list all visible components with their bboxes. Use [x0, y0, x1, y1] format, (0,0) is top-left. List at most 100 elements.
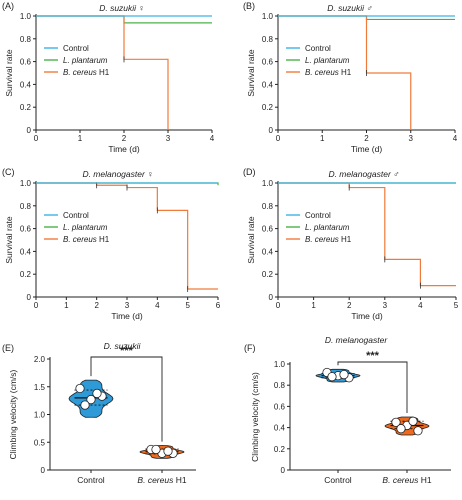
- x-tick-label: 0: [276, 134, 281, 143]
- y-tick-label: 0.6: [20, 58, 32, 67]
- legend-entry: Control: [305, 44, 331, 53]
- survival-curve-cereus: [278, 182, 456, 287]
- y-tick-label: 0.6: [274, 402, 286, 411]
- y-tick-label: 0.8: [262, 202, 274, 211]
- y-tick-label: 0.6: [20, 225, 32, 234]
- panel-label: (B): [243, 1, 255, 11]
- sex-symbol: ♂: [393, 169, 399, 179]
- x-tick-label: Control: [324, 475, 352, 485]
- y-tick-label: 0.8: [274, 381, 286, 390]
- y-tick-label: 0.6: [262, 58, 274, 67]
- panel-title: D. melanogaster ♂: [328, 169, 399, 179]
- x-tick-label: 3: [125, 301, 130, 310]
- x-axis-label: Time (d): [108, 144, 139, 154]
- legend-entry-plain: H1: [339, 235, 352, 244]
- x-tick-label: 5: [185, 301, 190, 310]
- legend-entry-italic: L. plantarum: [63, 56, 108, 65]
- legend-entry: L. plantarum: [63, 56, 108, 65]
- x-tick-label: 4: [210, 134, 215, 143]
- data-point: [86, 394, 96, 405]
- significance-label: ***: [366, 350, 380, 362]
- x-tick-label-plain: H1: [173, 475, 187, 485]
- y-tick-label: 0.4: [274, 424, 286, 433]
- y-tick-label: 1.0: [262, 179, 274, 188]
- significance-bracket: [90, 356, 163, 442]
- legend-entry: B. cereus H1: [63, 68, 110, 77]
- x-tick-label: B. cereus H1: [137, 475, 186, 485]
- data-point: [75, 383, 85, 394]
- significance-label: ***: [120, 345, 134, 357]
- panel-label: (E): [2, 343, 14, 353]
- legend-entry: Control: [63, 211, 89, 220]
- x-axis-label: Time (d): [351, 144, 382, 154]
- legend-entry-plain: Control: [63, 44, 89, 53]
- legend-entry-plain: Control: [305, 44, 331, 53]
- x-tick-label-italic: B. cereus: [382, 475, 419, 485]
- x-tick-label: 2: [122, 134, 127, 143]
- y-tick-label: 1.0: [20, 179, 32, 188]
- panel-label: (C): [2, 167, 15, 177]
- data-point: [391, 417, 401, 427]
- y-axis-label: Climbing velocity (cm/s): [250, 372, 260, 462]
- y-tick-label: 1.0: [262, 12, 274, 21]
- y-tick-label: 1.0: [34, 411, 46, 420]
- legend-entry-plain: H1: [339, 68, 352, 77]
- legend-entry-italic: B. cereus: [63, 68, 97, 77]
- y-tick-label: 1.0: [20, 12, 32, 21]
- data-point: [80, 400, 90, 410]
- y-tick-label: 0: [269, 293, 274, 302]
- data-point: [413, 426, 423, 436]
- y-tick-label: 0: [27, 126, 32, 135]
- y-axis-label: Survival rate: [4, 49, 14, 97]
- x-tick-label: 0: [34, 301, 39, 310]
- legend-entry-italic: B. cereus: [305, 68, 339, 77]
- y-tick-label: 2.0: [34, 355, 46, 364]
- y-tick-label: 0.4: [262, 247, 274, 256]
- survival-panel-3: (C) D. melanogaster ♀ 0 0.2 0.4 0.6 0.8 1.0 0 1 2 3…: [2, 167, 221, 321]
- panel-title-species: D. melanogaster: [328, 169, 393, 179]
- y-tick-label: 0.6: [262, 225, 274, 234]
- x-tick-label: 1: [311, 301, 316, 310]
- data-point: [151, 444, 161, 455]
- y-tick-label: 0.4: [262, 80, 274, 89]
- significance-bracket: [337, 361, 408, 413]
- legend-entry-plain: Control: [305, 211, 331, 220]
- panel-label: (D): [243, 167, 256, 177]
- y-tick-label: 0: [281, 466, 286, 475]
- legend-entry: B. cereus H1: [305, 235, 352, 244]
- x-axis-label: Time (d): [111, 311, 142, 321]
- data-point: [163, 446, 173, 456]
- x-tick-label: 1: [320, 134, 325, 143]
- legend-entry-italic: L. plantarum: [63, 223, 108, 232]
- x-tick-label: 1: [78, 134, 83, 143]
- legend-entry: L. plantarum: [63, 223, 108, 232]
- x-tick-label: 3: [383, 301, 388, 310]
- legend-entry-italic: L. plantarum: [305, 56, 350, 65]
- survival-panel-2: (B) D. suzukii ♂ 0 0.2 0.4 0.6 0.8 1.0 0 1 2 3 4 Time…: [243, 1, 458, 154]
- x-tick-label: 5: [454, 301, 459, 310]
- x-tick-label: Control: [77, 475, 105, 485]
- x-tick-label: 2: [94, 301, 99, 310]
- legend-entry: L. plantarum: [305, 56, 350, 65]
- y-axis-label: Survival rate: [246, 216, 256, 264]
- y-tick-label: 0.5: [34, 438, 46, 447]
- x-tick-label: 4: [453, 134, 458, 143]
- data-point: [408, 416, 418, 426]
- legend-entry: B. cereus H1: [305, 68, 352, 77]
- y-tick-label: 0.2: [262, 103, 274, 112]
- y-tick-label: 0: [269, 126, 274, 135]
- legend-entry-italic: B. cereus: [305, 235, 339, 244]
- data-point: [396, 424, 406, 434]
- x-axis-label: Time (d): [351, 311, 382, 321]
- panel-title: D. melanogaster: [325, 335, 389, 345]
- panel-title: D. suzukii: [104, 341, 142, 351]
- x-tick-label-plain: Control: [77, 475, 105, 485]
- x-tick-label: 0: [34, 134, 39, 143]
- survival-panel-1: (A) D. suzukii ♀ 0 0.2 0.4 0.6 0.8 1.0 0 1 2 3 4 Time…: [2, 1, 215, 154]
- x-tick-label: 6: [216, 301, 221, 310]
- panel-title: D. suzukii ♀: [99, 3, 145, 13]
- y-tick-label: 0.4: [20, 247, 32, 256]
- y-tick-label: 0.2: [20, 270, 32, 279]
- panel-label: (F): [244, 343, 256, 353]
